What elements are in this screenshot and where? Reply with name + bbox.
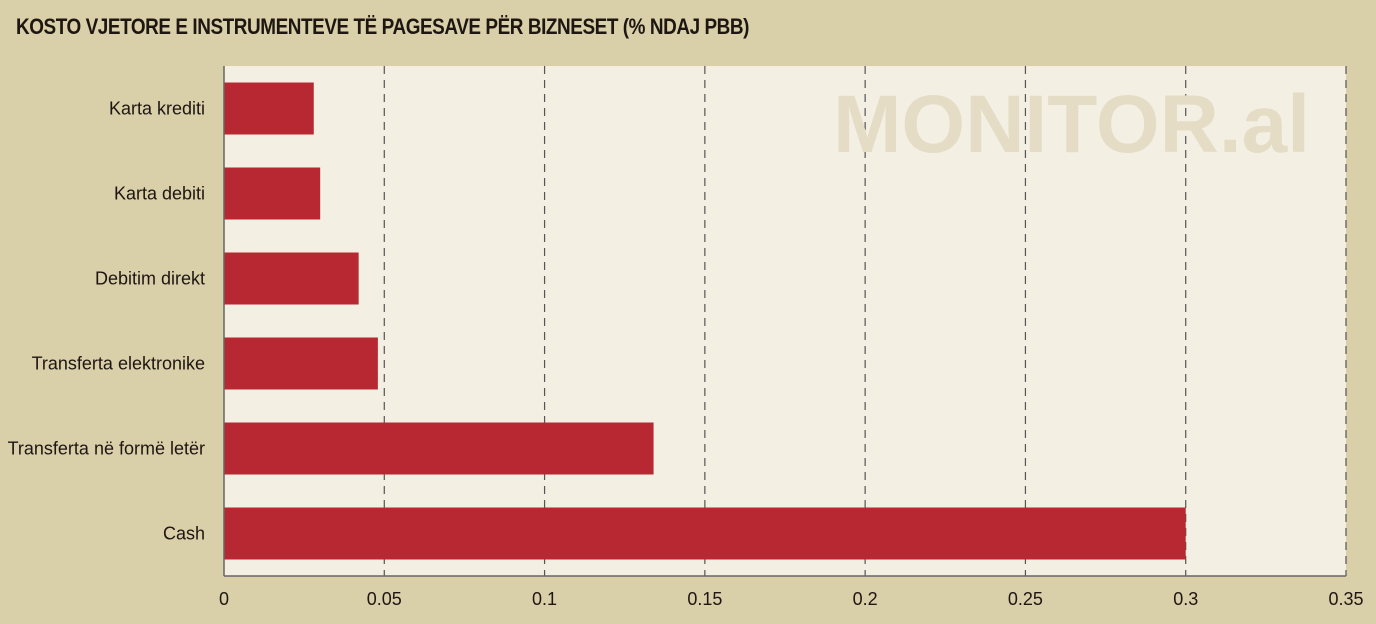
x-tick-label: 0.2 [853, 589, 878, 609]
category-label: Karta krediti [109, 99, 205, 119]
plot-area [224, 66, 1346, 576]
bar [224, 252, 359, 305]
category-label: Transferta elektronike [32, 354, 205, 374]
tick-labels: 0 0.05 0.1 0.15 0.2 0.25 0.3 0.35 [219, 589, 1364, 609]
category-label: Karta debiti [114, 184, 205, 204]
category-label: Transferta në formë letër [8, 439, 205, 459]
bar [224, 167, 321, 220]
x-tick-label: 0.25 [1008, 589, 1043, 609]
gridlines [383, 66, 1347, 576]
watermark-logo: MONITOR.al [833, 79, 1310, 170]
category-label: Cash [163, 524, 205, 544]
bar [224, 337, 378, 390]
chart-title: KOSTO VJETORE E INSTRUMENTEVE TË PAGESAV… [16, 14, 750, 39]
category-label: Debitim direkt [95, 269, 205, 289]
x-tick-label: 0 [219, 589, 229, 609]
category-labels: Karta krediti Karta debiti Debitim direkt T… [8, 99, 205, 544]
x-tick-label: 0.1 [532, 589, 557, 609]
axes [223, 66, 1346, 577]
x-tick-label: 0.35 [1328, 589, 1363, 609]
x-tick-label: 0.3 [1173, 589, 1198, 609]
bars [224, 82, 1186, 560]
bar [224, 82, 314, 135]
bar [224, 507, 1186, 560]
x-tick-label: 0.05 [367, 589, 402, 609]
bar [224, 422, 654, 475]
x-tick-label: 0.15 [687, 589, 722, 609]
